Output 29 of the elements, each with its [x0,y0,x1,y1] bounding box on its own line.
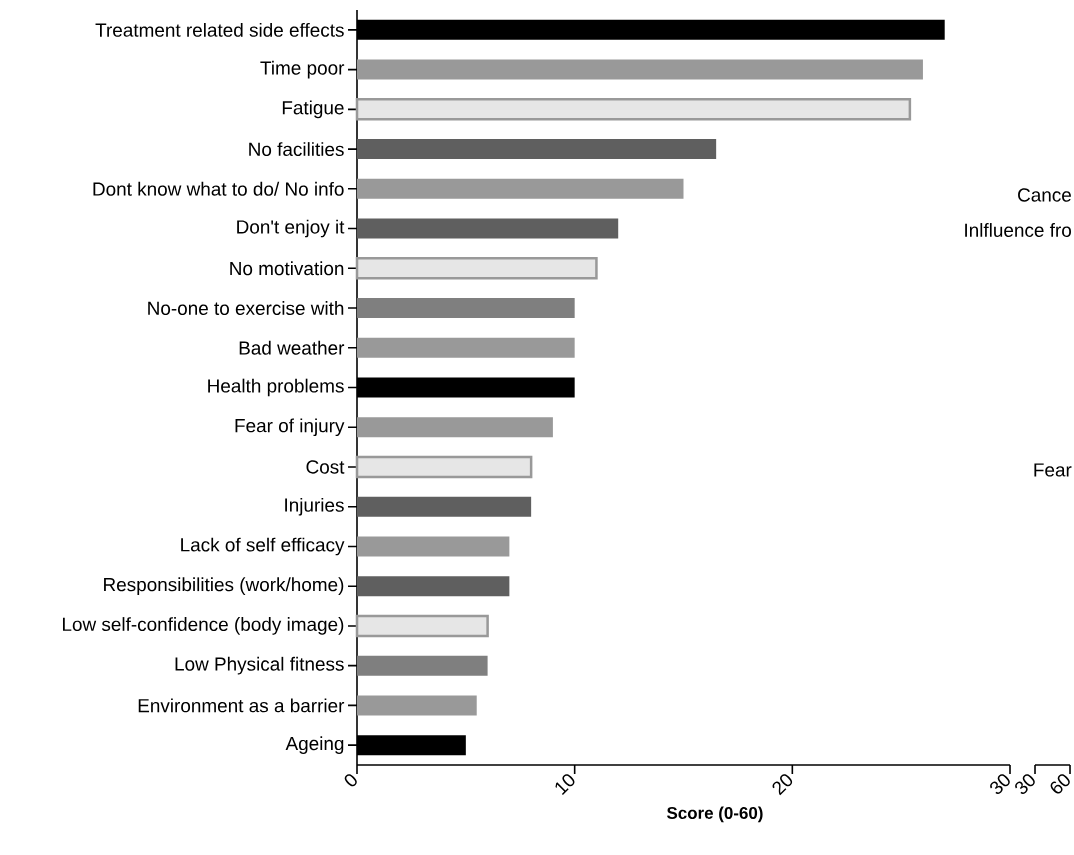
y-tick-label: Ageing [285,736,344,754]
y-tick-label: Low Physical fitness [175,656,344,675]
y-tick-label: Injuries [285,497,344,516]
y-tick-label: Responsibilities (work/home) [104,577,344,596]
y-tick-label: Fatigue [282,100,344,119]
y-tick-label: Environment as a barrier [138,698,345,713]
annotation: Cance [1018,188,1071,202]
x-tick-label: 30 [1015,774,1035,795]
x-tick-label: 20 [772,774,793,796]
x-tick-label: 60 [1050,774,1070,794]
y-tick-label: Treatment related side effects [95,22,344,37]
y-tick-label: No-one to exercise with [148,301,344,315]
y-tick-label: No facilities [249,142,344,157]
annotation: Fear [1034,463,1072,477]
y-tick-label: Lack of self efficacy [181,537,345,556]
y-tick-label: Dont know what to do/ No info [93,181,344,196]
x-tick-label: 0 [344,774,357,787]
y-tick-label: Bad weather [239,340,345,355]
x-tick-label: 10 [555,774,575,795]
y-tick-label: Health problems [208,378,344,397]
x-axis-title: Score (0-60) [666,806,763,823]
annotation: Inlfluence fro [965,223,1071,237]
y-tick-label: Low self-confidence (body image) [62,617,344,635]
y-tick-label: No motivation [230,261,344,276]
y-tick-label: Fear of injury [235,418,345,437]
y-tick-label: Don't enjoy it [237,219,345,238]
y-tick-label: Time poor [260,60,345,79]
y-tick-label: Cost [306,460,345,474]
x-tick-label: 30 [990,774,1010,795]
